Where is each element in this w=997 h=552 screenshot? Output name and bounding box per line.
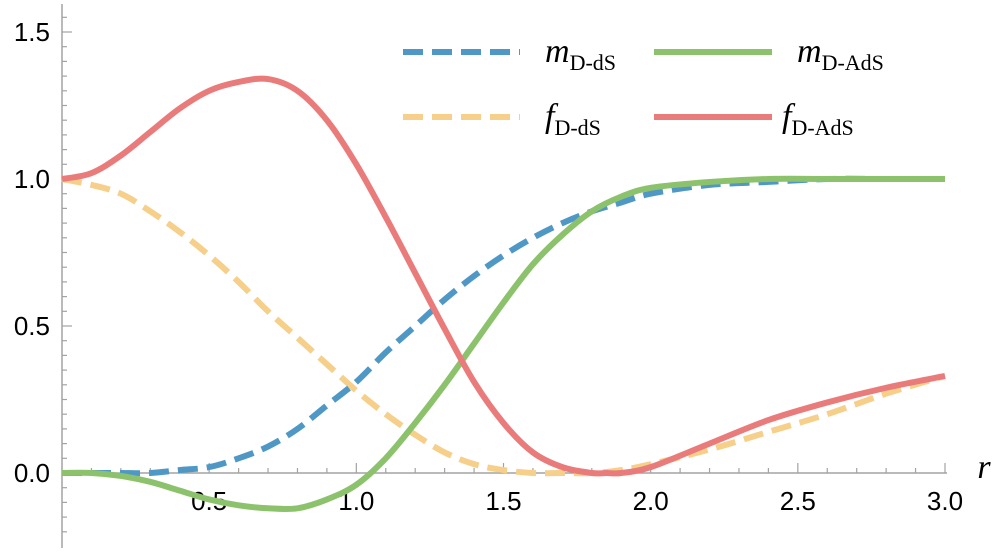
y-tick-label: 0.5: [14, 311, 50, 341]
legend-label-m-d-ads: mD-AdS: [797, 33, 884, 75]
series-line-m-d-ads: [61, 175, 945, 513]
axes: 0.00.51.01.50.5 1.0 1.5 2.0 2.5 3.0r: [14, 4, 991, 548]
x-axis-title: r: [977, 449, 991, 486]
legend-label-subscript: D-dS: [554, 115, 600, 140]
series-line-f-d-ds: [61, 176, 946, 477]
legend-label-subscript: D-AdS: [822, 50, 884, 75]
legend-label-symbol: m: [545, 33, 570, 70]
legend-label-subscript: D-dS: [570, 50, 616, 75]
legend-label-f-d-ds: fD-dS: [545, 98, 601, 140]
legend-label-f-d-ads: fD-AdS: [782, 98, 854, 140]
series-line-f-d-ads: [61, 75, 946, 477]
curves: [61, 75, 946, 513]
y-tick-label: 1.0: [14, 164, 50, 194]
x-tick-label: 1.5: [485, 486, 521, 516]
y-tick-label: 1.5: [14, 17, 50, 47]
x-tick-label: 2.0: [633, 486, 669, 516]
y-tick-label: 0.0: [14, 458, 50, 488]
legend-label-m-d-ds: mD-dS: [545, 33, 616, 75]
series-line-m-d-ds: [62, 175, 945, 477]
x-tick-label: 2.5: [780, 486, 816, 516]
x-tick-label: 3.0: [927, 486, 963, 516]
legend-label-subscript: D-AdS: [791, 115, 853, 140]
legend-label-symbol: m: [797, 33, 822, 70]
